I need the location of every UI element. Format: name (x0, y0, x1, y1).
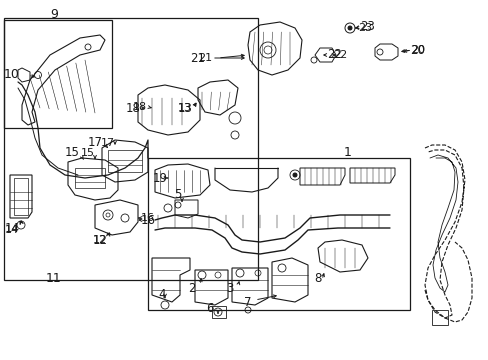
Text: 12: 12 (92, 234, 107, 247)
Text: 8: 8 (314, 271, 321, 284)
Text: 7: 7 (244, 296, 251, 309)
Text: 3: 3 (226, 282, 233, 294)
Circle shape (292, 173, 296, 177)
Text: 6: 6 (206, 302, 213, 315)
Text: 15: 15 (81, 148, 95, 158)
Text: 17: 17 (101, 138, 115, 148)
Text: 16: 16 (141, 213, 155, 223)
Text: 22: 22 (332, 50, 346, 60)
Text: 20: 20 (410, 44, 425, 57)
Bar (4, 20, 112, 128)
Text: 14: 14 (5, 225, 19, 235)
Text: 23: 23 (357, 23, 371, 33)
Text: 23: 23 (360, 19, 375, 32)
Text: 12: 12 (93, 235, 107, 245)
Text: 13: 13 (177, 102, 192, 114)
Text: 5: 5 (174, 189, 182, 202)
Bar (4, 18, 258, 280)
Text: 4: 4 (158, 288, 165, 302)
Text: 21: 21 (190, 51, 205, 64)
Text: 9: 9 (50, 8, 58, 21)
Text: 16: 16 (140, 213, 155, 226)
Text: 1: 1 (344, 145, 351, 158)
Bar (148, 158, 409, 310)
Text: 15: 15 (64, 147, 79, 159)
Text: 10: 10 (4, 68, 20, 81)
Circle shape (347, 26, 351, 30)
Text: 17: 17 (87, 136, 102, 149)
Text: 14: 14 (4, 221, 20, 234)
Text: 21: 21 (198, 53, 212, 63)
Text: 18: 18 (133, 102, 147, 112)
Text: 18: 18 (125, 102, 140, 114)
Text: 22: 22 (327, 49, 342, 62)
Text: 2: 2 (188, 282, 195, 294)
Text: 20: 20 (410, 45, 424, 55)
Text: 11: 11 (46, 271, 62, 284)
Text: 13: 13 (178, 103, 192, 113)
Text: 19: 19 (152, 171, 167, 184)
